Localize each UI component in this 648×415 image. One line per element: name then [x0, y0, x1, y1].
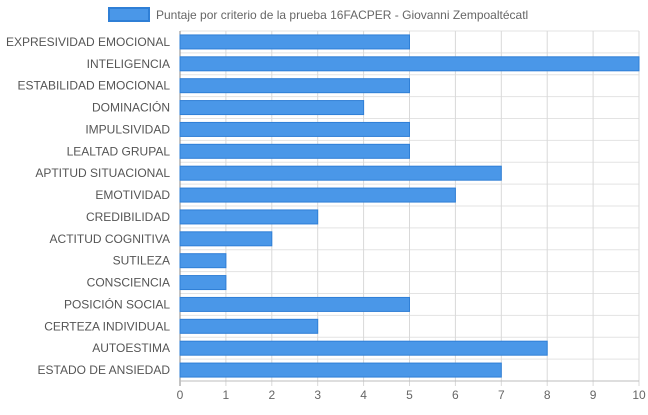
category-label: IMPULSIVIDAD	[85, 122, 170, 136]
category-label: APTITUD SITUACIONAL	[35, 166, 170, 180]
x-tick-label: 3	[314, 388, 321, 402]
legend-swatch[interactable]	[108, 7, 150, 22]
category-label: EXPRESIVIDAD EMOCIONAL	[6, 35, 170, 49]
bar[interactable]	[179, 165, 502, 181]
bar[interactable]	[179, 275, 227, 291]
bar[interactable]	[179, 296, 410, 312]
bar[interactable]	[179, 143, 410, 159]
bar[interactable]	[179, 340, 548, 356]
category-label: INTELIGENCIA	[87, 57, 170, 71]
x-tick-label: 2	[268, 388, 275, 402]
x-tick-label: 10	[632, 388, 646, 402]
category-label: SUTILEZA	[113, 254, 170, 268]
category-label: POSICIÓN SOCIAL	[64, 296, 170, 311]
bar[interactable]	[179, 78, 410, 94]
category-label: CREDIBILIDAD	[86, 210, 170, 224]
bar[interactable]	[179, 34, 410, 50]
x-tick-label: 8	[544, 388, 551, 402]
x-tick-label: 5	[406, 388, 413, 402]
category-label: ESTABILIDAD EMOCIONAL	[18, 79, 171, 93]
bar[interactable]	[179, 187, 456, 203]
bar[interactable]	[179, 121, 410, 137]
category-label-layer: EXPRESIVIDAD EMOCIONAL INTELIGENCIA ESTABI…	[6, 35, 170, 377]
x-tick-label: 7	[498, 388, 505, 402]
x-tick-label: 6	[452, 388, 459, 402]
bar-layer	[179, 34, 640, 378]
x-tick-layer: 0 1 2 3 4 5 6 7 8 9 10	[177, 388, 646, 402]
category-label: EMOTIVIDAD	[95, 188, 170, 202]
category-label: AUTOESTIMA	[92, 341, 170, 355]
bar[interactable]	[179, 209, 319, 225]
category-label: DOMINACIÓN	[92, 100, 170, 115]
category-label: CERTEZA INDIVIDUAL	[44, 319, 170, 333]
legend[interactable]: Puntaje por criterio de la prueba 16FACP…	[108, 7, 528, 22]
category-label: CONSCIENCIA	[87, 276, 170, 290]
bar[interactable]	[179, 253, 227, 269]
bar[interactable]	[179, 362, 502, 378]
bar[interactable]	[179, 56, 640, 72]
grid-layer	[179, 30, 640, 386]
category-label: LEALTAD GRUPAL	[67, 144, 171, 158]
x-tick-label: 9	[590, 388, 597, 402]
x-tick-label: 1	[223, 388, 230, 402]
category-label: ACTITUD COGNITIVA	[50, 232, 170, 246]
bar[interactable]	[179, 318, 319, 334]
category-label: ESTADO DE ANSIEDAD	[38, 363, 171, 377]
bar[interactable]	[179, 100, 365, 116]
x-tick-label: 0	[177, 388, 184, 402]
legend-label[interactable]: Puntaje por criterio de la prueba 16FACP…	[156, 8, 528, 22]
bar[interactable]	[179, 231, 273, 247]
x-tick-label: 4	[360, 388, 367, 402]
